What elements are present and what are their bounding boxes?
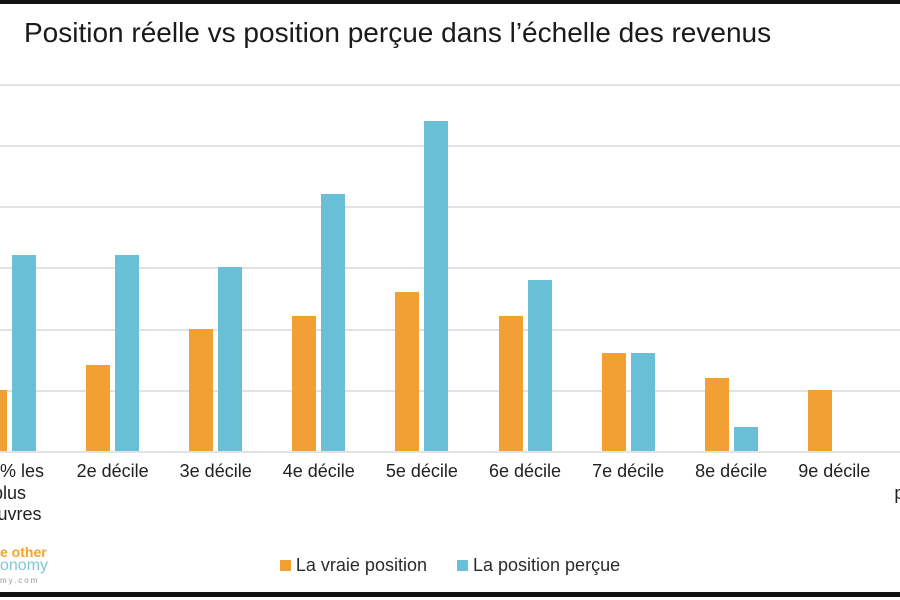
x-axis-label-decile-3: 3e décile <box>179 461 252 481</box>
bar-vraie-decile-6 <box>498 316 523 451</box>
bar-vraie-decile-8 <box>704 377 729 451</box>
x-axis-label-decile-9: 9e décile <box>798 461 871 481</box>
brand-logo-line1: e other <box>0 544 47 560</box>
bar-percue-decile-8 <box>733 426 758 451</box>
bar-percue-decile-3 <box>218 267 243 451</box>
legend-swatch-blue-icon <box>456 560 468 571</box>
legend-label-position-percue: La position perçue <box>472 555 621 575</box>
legend-item-position-percue: La position perçue <box>456 555 621 576</box>
x-axis-label-decile-2: 2e décile <box>76 461 149 481</box>
gridline-15pct <box>0 267 900 270</box>
top-border-bar <box>0 0 900 4</box>
x-axis-label-decile-10: 10 % les plus riches <box>894 482 900 503</box>
bar-percue-decile-5 <box>424 120 449 451</box>
gridline-30pct <box>0 83 900 86</box>
x-axis-label-decile-1: 10 % les plus pauvres <box>0 461 45 524</box>
bar-percue-decile-6 <box>527 279 552 451</box>
gridline-20pct <box>0 206 900 209</box>
x-axis-label-decile-5: 5e décile <box>385 461 458 481</box>
brand-logo-url: my.com <box>0 576 40 585</box>
x-axis-label-decile-6: 6e décile <box>488 461 562 481</box>
bar-vraie-decile-9 <box>807 389 832 451</box>
bar-vraie-decile-4 <box>292 316 317 451</box>
gridline-25pct <box>0 145 900 147</box>
legend-label-vraie-position: La vraie position <box>295 555 427 575</box>
x-axis-label-decile-7: 7e décile <box>592 461 665 481</box>
legend-item-vraie-position: La vraie position <box>279 555 427 576</box>
bar-vraie-decile-1 <box>0 389 7 451</box>
bar-percue-decile-7 <box>630 353 655 451</box>
bottom-border-bar <box>0 592 900 597</box>
x-axis-label-decile-8: 8e décile <box>695 461 768 481</box>
legend: La vraie position La position perçue <box>0 555 900 576</box>
chart-title: Position réelle vs position perçue dans … <box>24 17 772 48</box>
bar-percue-decile-1 <box>12 255 36 451</box>
bar-vraie-decile-2 <box>86 365 111 451</box>
gridline-10pct <box>0 328 900 331</box>
bar-vraie-decile-3 <box>189 328 214 451</box>
gridline-0pct <box>0 451 900 453</box>
bar-vraie-decile-5 <box>395 291 420 451</box>
gridline-5pct <box>0 389 900 392</box>
bar-percue-decile-4 <box>321 193 346 451</box>
brand-logo-line2: onomy <box>0 557 49 574</box>
legend-swatch-orange-icon <box>279 560 291 571</box>
bar-percue-decile-2 <box>115 255 140 451</box>
bar-vraie-decile-7 <box>601 353 626 451</box>
x-axis-label-decile-4: 4e décile <box>282 461 355 481</box>
